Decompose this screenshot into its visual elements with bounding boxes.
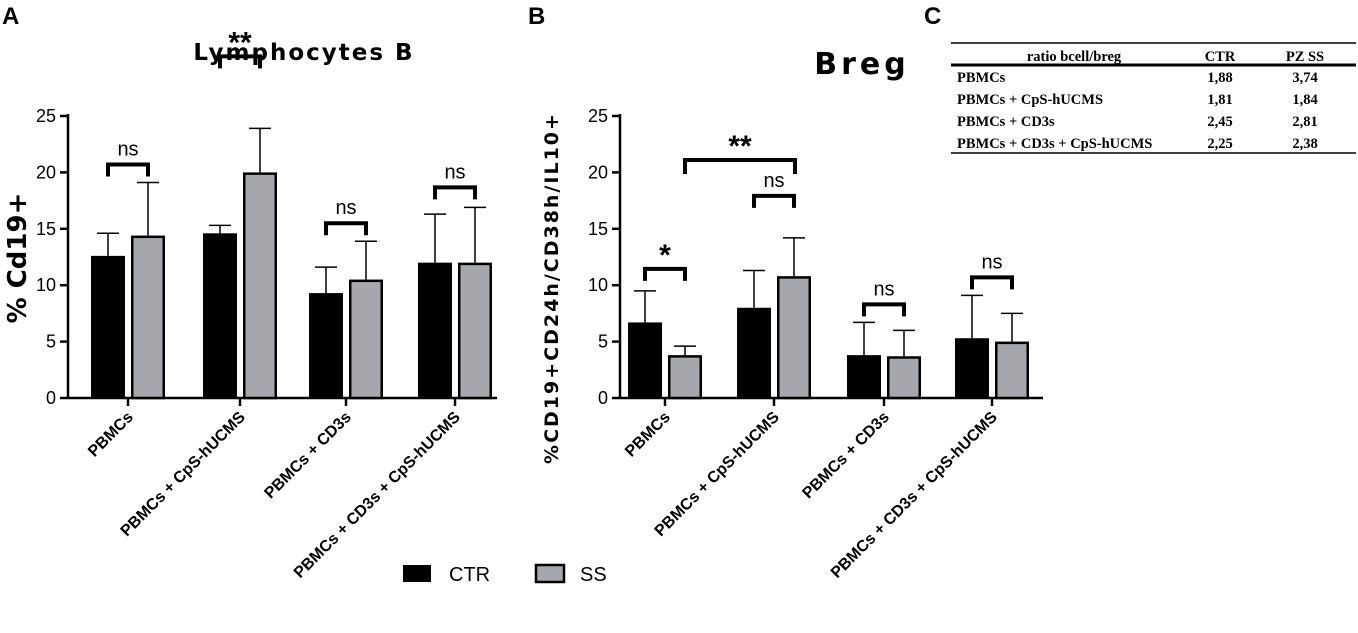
significance-bracket [643, 266, 687, 281]
significance-label: ns [335, 197, 356, 219]
table-cell-ctr: 2,25 [1207, 136, 1232, 152]
panel-label-a: A [2, 3, 19, 30]
y-tick-label: 15 [36, 219, 56, 239]
legend-label-ss: SS [580, 564, 607, 586]
table-header-cell: CTR [1205, 49, 1236, 65]
legend: CTR SS [403, 563, 607, 586]
table-header-cell: ratio bcell/breg [1027, 49, 1122, 65]
y-tick-label: 15 [588, 219, 608, 239]
table-row-label: PBMCs [957, 70, 1006, 86]
significance-bracket [218, 54, 262, 69]
y-axis-label: % Cd19+ [3, 193, 33, 324]
y-tick-label: 10 [36, 275, 56, 295]
bar-ctr [955, 338, 989, 398]
y-tick-label: 25 [36, 106, 56, 126]
chart-title: Breg [814, 47, 909, 82]
bar-ctr [737, 307, 771, 398]
bar-ss [458, 262, 492, 400]
significance-bracket [324, 221, 368, 236]
significance-bracket [862, 302, 906, 317]
bar-ss [887, 356, 921, 400]
table-row-label: PBMCs + CD3s + CpS-hUCMS [957, 136, 1152, 152]
significance-label: ns [763, 170, 784, 192]
table-row-label: PBMCs + CD3s [957, 114, 1055, 130]
x-category-label: PBMCs [622, 409, 674, 461]
significance-label: * [659, 239, 671, 272]
bar-ss [243, 172, 277, 400]
significance-label: ns [444, 161, 465, 183]
bar-ss [131, 235, 165, 400]
bar-ctr [91, 255, 125, 398]
significance-bracket [752, 193, 796, 208]
chart-title: Lymphocytes B [193, 40, 414, 66]
table-cell-pzss: 3,74 [1292, 70, 1317, 86]
legend-label-ctr: CTR [449, 564, 490, 586]
y-tick-label: 10 [588, 275, 608, 295]
y-tick-label: 0 [46, 388, 56, 408]
bar-ctr [309, 293, 343, 398]
bar-ctr [847, 355, 881, 398]
legend-swatch-ss [534, 563, 566, 584]
table-cell-ctr: 2,45 [1207, 114, 1232, 130]
table-header-cell: PZ SS [1286, 49, 1324, 65]
table-row-label: PBMCs + CpS-hUCMS [957, 92, 1103, 108]
legend-swatch-ctr [403, 565, 431, 582]
y-tick-label: 20 [36, 162, 56, 182]
bar-ss [995, 341, 1029, 400]
x-category-label: PBMCs + CpS-hUCMS [652, 409, 783, 540]
bar-ss [777, 276, 811, 400]
x-category-label: PBMCs [85, 409, 137, 461]
significance-bracket [106, 162, 150, 177]
y-tick-label: 20 [588, 162, 608, 182]
y-axis-label: %CD19+CD24h/CD38h/IL10+ [541, 112, 563, 464]
table-cell-pzss: 2,38 [1292, 136, 1317, 152]
bar-ctr [418, 262, 452, 398]
significance-label: ns [873, 278, 894, 300]
bar-ss [668, 355, 702, 400]
y-tick-label: 5 [598, 332, 608, 352]
x-category-label: PBMCs + CD3s [799, 409, 893, 503]
significance-bracket-long [683, 158, 797, 174]
table-cell-pzss: 1,84 [1292, 92, 1317, 108]
y-tick-label: 0 [598, 388, 608, 408]
chart-lymphocytes-b: Lymphocytes B% Cd19+0510152025PBMCsPBMCs… [3, 26, 497, 582]
significance-label-long: ** [728, 130, 752, 163]
ratio-table: ratio bcell/breg CTR PZ SS PBMCs 1,88 3,74 PBM… [951, 42, 1356, 154]
panel-label-b: B [528, 3, 545, 30]
table-cell-ctr: 1,81 [1207, 92, 1232, 108]
significance-label: ** [228, 26, 252, 59]
y-tick-label: 5 [46, 332, 56, 352]
significance-label: ns [117, 139, 138, 161]
significance-bracket [970, 275, 1014, 290]
x-category-label: PBMCs + CpS-hUCMS [118, 409, 249, 540]
table-cell-pzss: 2,81 [1292, 114, 1317, 130]
bar-ctr [628, 322, 662, 398]
panel-label-c: C [924, 3, 941, 30]
significance-label: ns [981, 251, 1002, 273]
x-category-label: PBMCs + CD3s [261, 409, 355, 503]
table-cell-ctr: 1,88 [1207, 70, 1232, 86]
significance-bracket [433, 185, 477, 200]
bar-ss [349, 279, 383, 400]
bar-ctr [203, 233, 237, 398]
y-tick-label: 25 [588, 106, 608, 126]
